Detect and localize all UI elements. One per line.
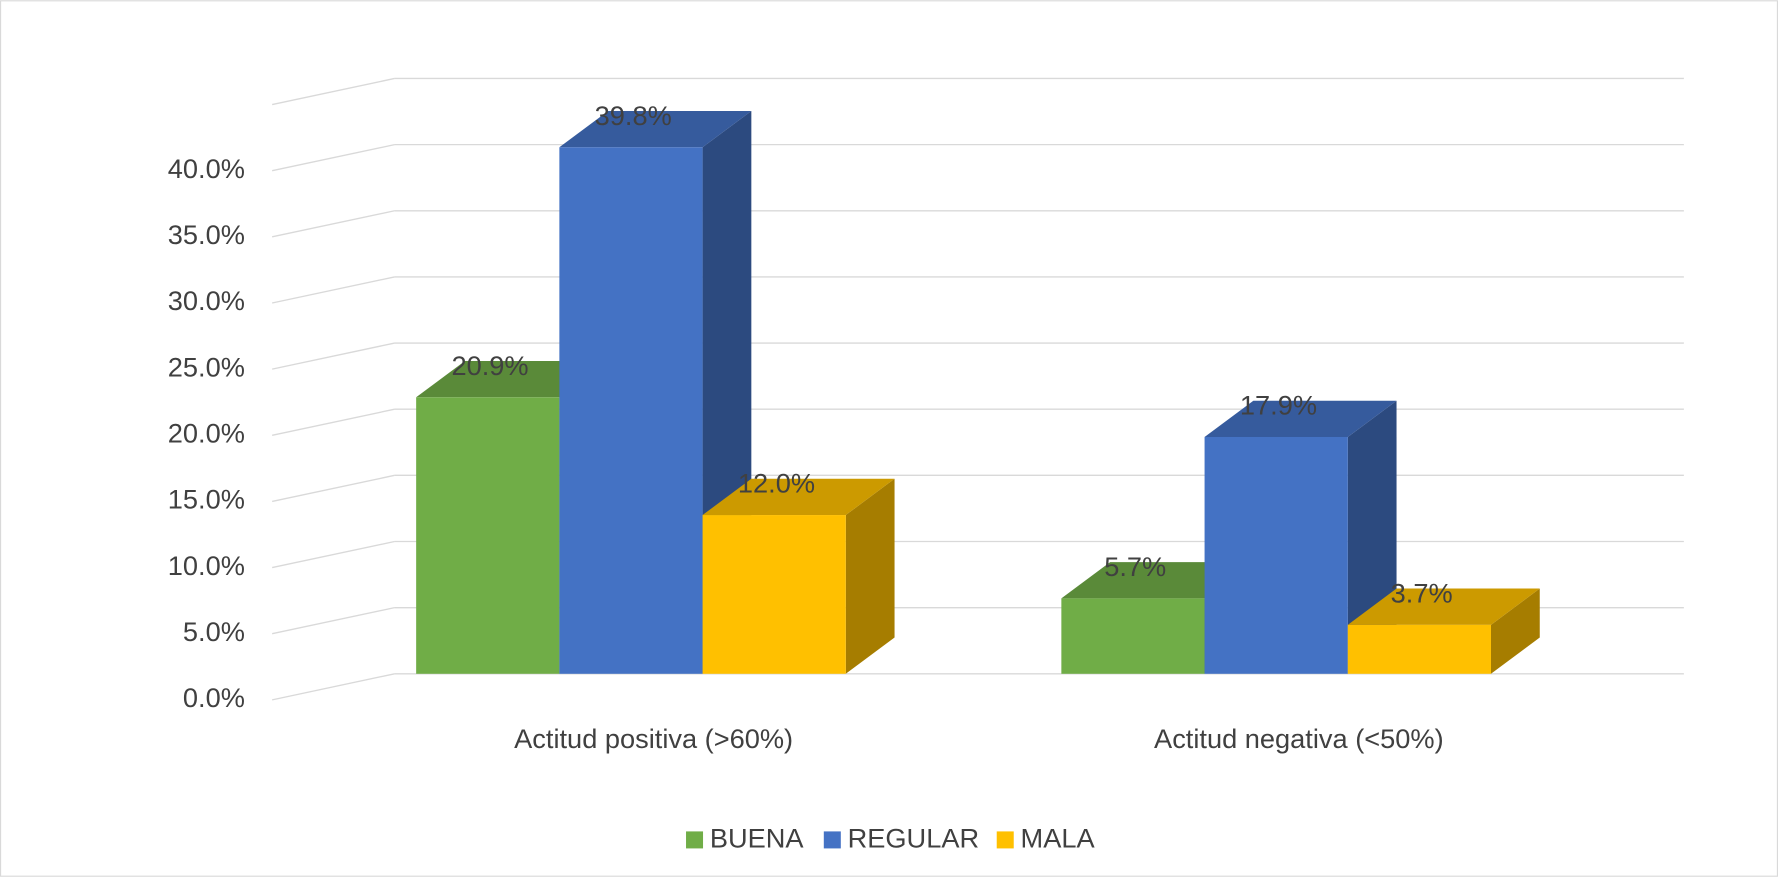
bar-front (416, 397, 560, 674)
legend-item: BUENA (686, 823, 804, 854)
bar-side (1491, 588, 1540, 674)
y-tick-label: 0.0% (183, 682, 245, 713)
y-tick-label: 15.0% (168, 484, 245, 515)
legend-label: MALA (1021, 823, 1096, 854)
legend-swatch (823, 831, 841, 849)
bar-top (1204, 400, 1397, 437)
y-tick-label: 25.0% (168, 351, 245, 382)
data-label: 39.8% (595, 100, 672, 131)
bar-front (1347, 624, 1492, 674)
y-tick-label: 20.0% (168, 417, 245, 448)
grid-side (272, 474, 395, 503)
grid-side (272, 342, 395, 370)
bar-front (1061, 598, 1205, 674)
grid-side (272, 276, 395, 304)
bar (702, 478, 895, 674)
bar-top (1347, 588, 1540, 625)
bar-top (702, 478, 895, 516)
grid-side (272, 210, 395, 238)
y-tick-label: 30.0% (168, 285, 245, 316)
bar-front (559, 147, 703, 674)
y-tick-label: 5.0% (183, 616, 245, 647)
legend-label: REGULAR (848, 823, 980, 854)
legend-item: MALA (996, 823, 1096, 854)
bar-front (1204, 436, 1348, 674)
data-label: 3.7% (1391, 578, 1453, 609)
x-tick-label: Actitud positiva (>60%) (514, 723, 793, 754)
data-label: 20.9% (451, 350, 528, 381)
data-label: 5.7% (1104, 551, 1166, 582)
grid-side (272, 540, 395, 569)
bar-side (845, 478, 895, 674)
data-label: 17.9% (1240, 390, 1317, 421)
bar-top (559, 110, 752, 148)
y-tick-label: 40.0% (168, 153, 245, 184)
legend-swatch (996, 831, 1014, 849)
y-tick-label: 35.0% (168, 219, 245, 250)
grid-top-side (272, 77, 395, 106)
grid-side (272, 606, 395, 635)
bar-front (702, 515, 846, 674)
y-tick-label: 10.0% (168, 550, 245, 581)
grid-side (272, 408, 395, 436)
x-tick-label: Actitud negativa (<50%) (1154, 723, 1444, 754)
grid-side (272, 143, 395, 172)
bar (1347, 588, 1540, 674)
grid-side (272, 673, 395, 701)
data-label: 12.0% (738, 468, 815, 499)
legend-label: BUENA (710, 823, 805, 854)
legend-item: REGULAR (823, 823, 980, 854)
bar (559, 110, 752, 674)
bar (1204, 400, 1397, 674)
legend-swatch (686, 831, 704, 849)
